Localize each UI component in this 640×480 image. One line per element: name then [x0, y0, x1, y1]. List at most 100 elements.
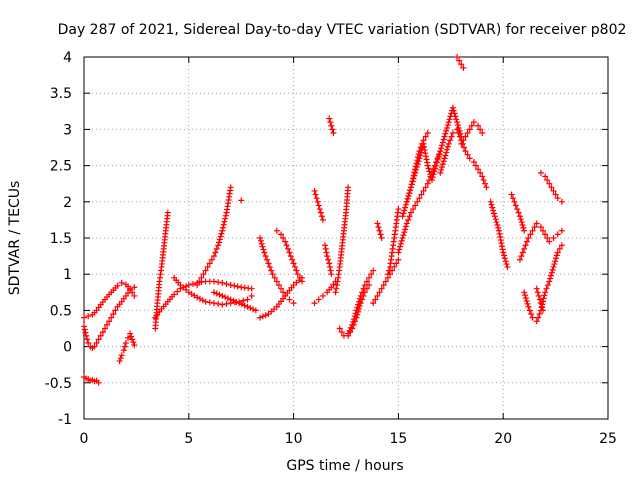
data-point — [248, 292, 255, 299]
data-point — [409, 178, 416, 185]
data-point — [432, 165, 439, 172]
data-point — [252, 307, 259, 314]
data-point — [450, 107, 457, 114]
data-point — [127, 285, 134, 292]
data-point — [533, 318, 540, 325]
data-point — [489, 204, 496, 211]
data-point — [520, 224, 527, 231]
grid — [84, 57, 608, 419]
data-point — [332, 289, 339, 296]
data-point — [114, 282, 121, 289]
data-point — [108, 314, 115, 321]
y-tick-label: 0.5 — [50, 303, 72, 319]
data-point — [541, 292, 548, 299]
data-point — [345, 184, 352, 191]
data-point — [311, 300, 318, 307]
data-point — [533, 220, 540, 227]
data-point — [244, 303, 251, 310]
data-point — [85, 313, 92, 320]
data-point — [363, 278, 370, 285]
x-tick-labels: 0 5 10 15 20 25 — [80, 431, 617, 447]
data-point — [402, 204, 409, 211]
data-point — [384, 271, 391, 278]
data-point — [516, 256, 523, 263]
data-point — [271, 274, 278, 281]
data-point — [509, 195, 516, 202]
data-point — [171, 291, 178, 298]
data-point — [375, 224, 382, 231]
data-point — [525, 235, 532, 241]
data-point — [447, 137, 454, 144]
data-point — [516, 213, 523, 220]
data-point — [445, 119, 452, 126]
data-point — [329, 126, 336, 133]
data-point — [553, 255, 560, 262]
data-point — [206, 260, 213, 267]
data-point — [259, 243, 266, 250]
x-axis-label: GPS time / hours — [286, 458, 403, 474]
data-point — [426, 168, 433, 175]
data-point — [378, 235, 385, 241]
data-point — [99, 329, 106, 336]
data-point — [112, 307, 119, 314]
data-point — [127, 330, 134, 337]
data-point — [536, 296, 543, 303]
data-point — [101, 325, 108, 332]
data-point — [290, 260, 297, 267]
data-point — [438, 142, 445, 149]
data-point — [422, 133, 429, 140]
data-point — [282, 238, 289, 245]
data-point — [543, 285, 550, 292]
data-point — [403, 220, 410, 227]
data-point — [289, 256, 296, 263]
data-point — [356, 303, 363, 310]
data-point — [537, 224, 544, 231]
data-point — [131, 292, 138, 299]
data-point — [361, 289, 368, 296]
data-point — [314, 198, 321, 205]
data-point — [285, 245, 292, 252]
data-point — [445, 140, 452, 147]
data-point — [81, 314, 87, 321]
data-point — [397, 240, 404, 247]
data-point — [261, 249, 268, 256]
data-point — [401, 229, 408, 236]
data-point — [370, 300, 377, 307]
data-point — [546, 180, 553, 187]
data-point — [468, 122, 475, 129]
data-point — [405, 216, 412, 223]
data-point — [238, 301, 245, 308]
data-point — [213, 245, 220, 252]
data-point — [411, 169, 418, 176]
data-point — [460, 64, 467, 71]
data-point — [231, 282, 238, 289]
data-point — [372, 296, 379, 303]
data-point — [547, 272, 554, 279]
y-tick-label: 2.5 — [50, 159, 72, 175]
data-point — [328, 122, 335, 129]
data-point — [219, 227, 226, 234]
data-point — [490, 207, 497, 214]
x-tick-label: 5 — [184, 431, 193, 447]
data-point — [440, 158, 447, 165]
data-point — [542, 231, 549, 238]
data-point — [422, 184, 429, 191]
x-tick-label: 15 — [389, 431, 407, 447]
data-point — [200, 271, 207, 278]
data-point — [359, 296, 366, 303]
data-point — [395, 249, 402, 256]
data-point — [210, 253, 217, 260]
data-point — [110, 311, 117, 318]
data-point — [202, 298, 209, 305]
data-point — [294, 271, 301, 278]
data-point — [210, 278, 217, 285]
data-point — [522, 242, 529, 249]
data-point — [547, 275, 554, 282]
data-point — [360, 292, 367, 299]
data-point — [227, 184, 234, 191]
data-point — [293, 267, 300, 274]
data-point — [104, 321, 111, 328]
data-point — [542, 289, 549, 296]
data-point — [396, 246, 403, 253]
x-tick-label: 0 — [80, 431, 89, 447]
